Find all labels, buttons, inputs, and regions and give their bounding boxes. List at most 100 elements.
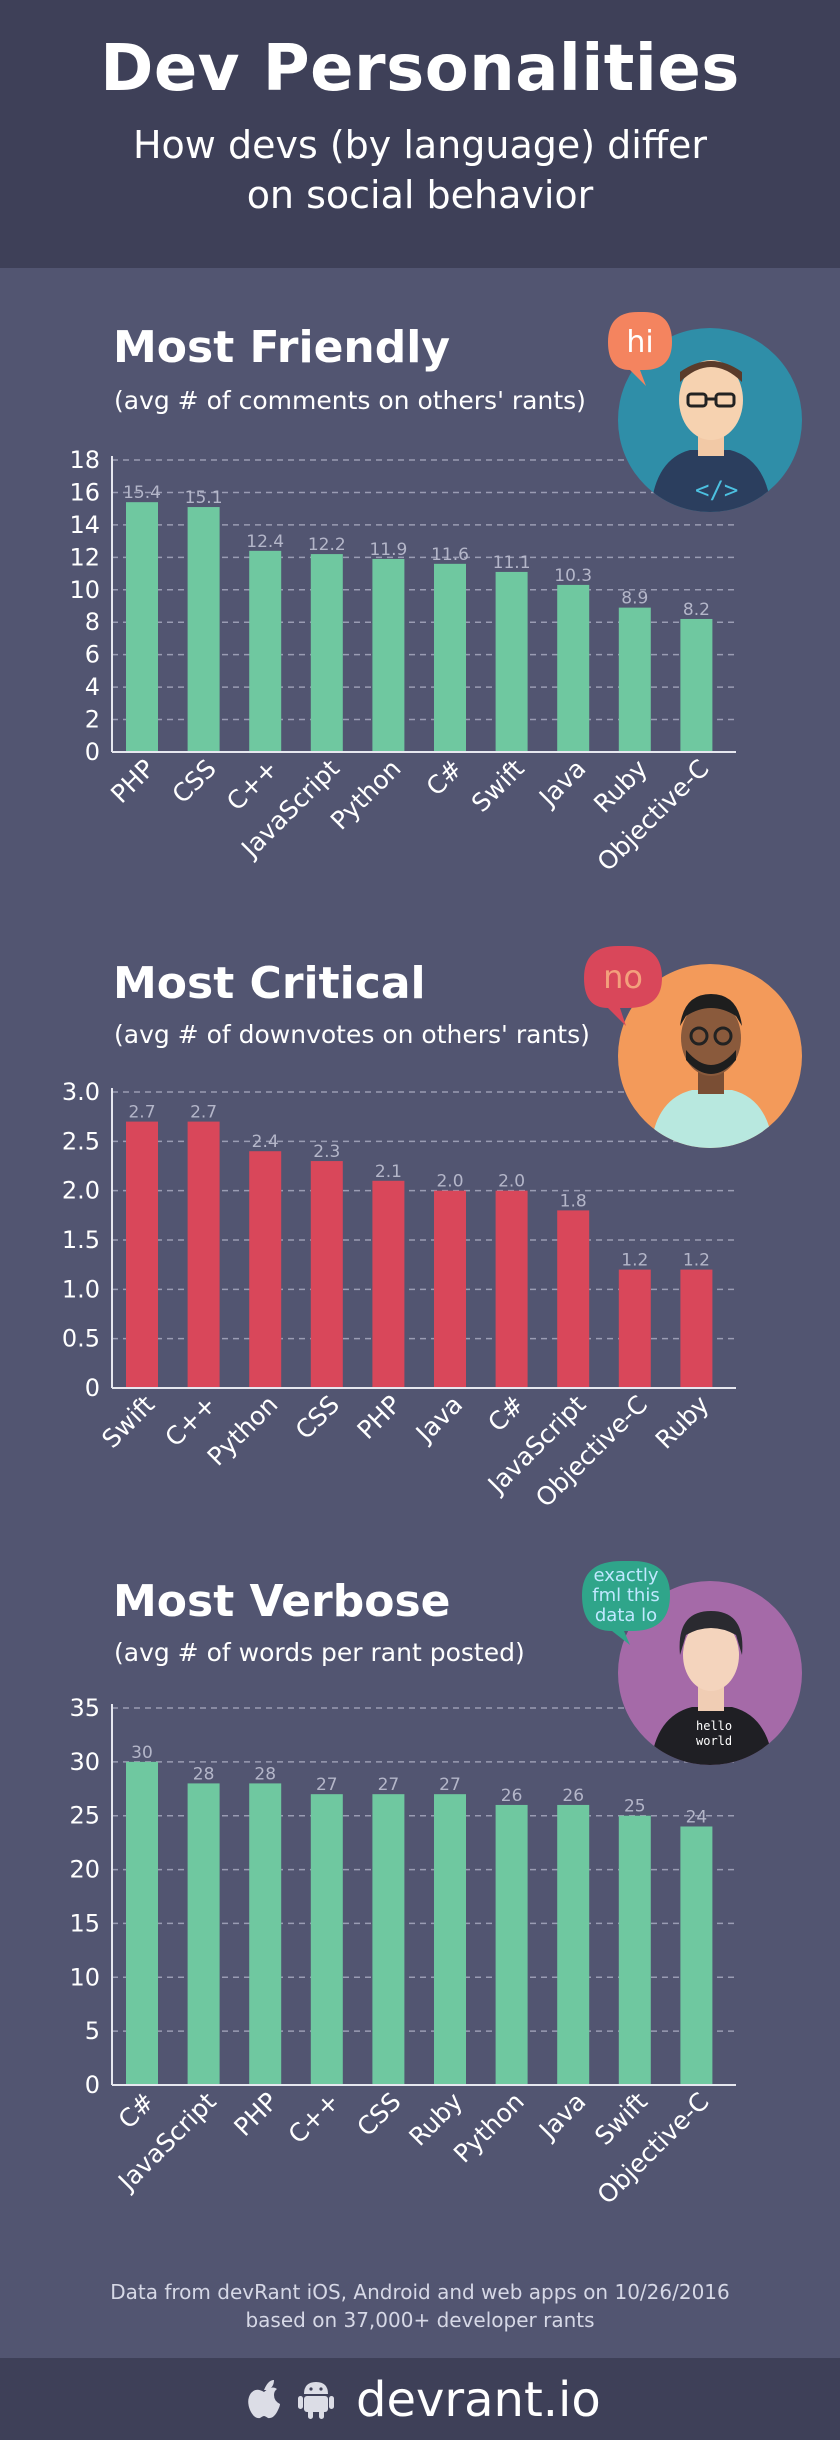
footer: devrant.io <box>0 2358 840 2440</box>
bar <box>434 563 466 752</box>
y-tick-label: 2.5 <box>62 1127 100 1155</box>
value-label: 27 <box>378 1775 400 1795</box>
data-source-line-2: based on 37,000+ developer rants <box>245 2308 595 2332</box>
apple-icon <box>248 2380 280 2419</box>
bar <box>187 507 220 752</box>
category-label: C++ <box>283 2087 345 2149</box>
speech-bubble-exactly: exactly fml this data lo <box>582 1561 670 1645</box>
page-title: Dev Personalities <box>100 32 740 106</box>
bar <box>372 558 405 752</box>
value-label: 28 <box>193 1764 215 1784</box>
value-label: 2.0 <box>498 1172 525 1192</box>
value-label: 2.7 <box>128 1103 155 1123</box>
speech-text-line-3: data lo <box>595 1605 657 1626</box>
value-label: 2.3 <box>313 1142 340 1162</box>
category-label: Python <box>202 1390 284 1472</box>
value-label: 11.9 <box>369 540 407 560</box>
bar <box>310 1794 343 2085</box>
bar <box>249 1151 282 1388</box>
category-label: Python <box>325 754 407 836</box>
svg-text:</>: </> <box>695 476 738 504</box>
subtitle-line-2: on social behavior <box>246 173 594 217</box>
bar <box>618 1269 651 1388</box>
critical-dev-avatar: no <box>584 946 802 1148</box>
y-tick-label: 35 <box>69 1694 100 1722</box>
value-label: 15.4 <box>123 483 161 503</box>
y-tick-label: 1.0 <box>62 1275 100 1303</box>
value-label: 11.1 <box>493 553 531 573</box>
speech-text-no: no <box>603 958 643 996</box>
value-label: 24 <box>686 1807 708 1827</box>
y-tick-label: 4 <box>85 673 100 701</box>
bar <box>126 502 158 752</box>
section-subtitle-verbose: (avg # of words per rant posted) <box>114 1638 525 1667</box>
bar <box>434 1794 466 2085</box>
bar <box>434 1190 466 1388</box>
y-tick-label: 25 <box>69 1802 100 1830</box>
value-label: 11.6 <box>431 545 469 565</box>
bar <box>495 1804 528 2085</box>
y-tick-label: 0 <box>85 2071 100 2099</box>
y-tick-label: 6 <box>85 641 100 669</box>
section-title-friendly: Most Friendly <box>113 322 451 373</box>
bar <box>557 1804 590 2085</box>
speech-bubble-no: no <box>584 946 662 1026</box>
data-source-note: Data from devRant iOS, Android and web a… <box>0 2278 840 2334</box>
category-label: CSS <box>167 754 222 809</box>
data-source-line-1: Data from devRant iOS, Android and web a… <box>110 2280 730 2304</box>
bar <box>310 554 343 752</box>
bar <box>187 1121 220 1388</box>
section-title-critical: Most Critical <box>113 958 426 1009</box>
value-label: 2.4 <box>252 1132 279 1152</box>
y-tick-label: 2 <box>85 706 100 734</box>
value-label: 8.9 <box>621 589 648 609</box>
y-tick-label: 0.5 <box>62 1325 100 1353</box>
value-label: 12.4 <box>246 532 284 552</box>
bar <box>495 571 528 752</box>
value-label: 28 <box>254 1764 276 1784</box>
value-label: 15.1 <box>185 488 223 508</box>
chart-friendly: 02468101214161815.4PHP15.1CSS12.4C++12.2… <box>69 446 736 877</box>
value-label: 30 <box>131 1743 153 1763</box>
shirt-text-line-2: world <box>696 1734 732 1748</box>
category-label: C# <box>482 1390 530 1438</box>
bar <box>372 1794 405 2085</box>
bar <box>557 1210 590 1388</box>
y-tick-label: 30 <box>69 1748 100 1776</box>
y-tick-label: 15 <box>69 1909 100 1937</box>
category-label: CSS <box>351 2087 406 2142</box>
value-label: 10.3 <box>554 566 592 586</box>
header: Dev Personalities How devs (by language)… <box>0 0 840 268</box>
bar <box>126 1761 158 2085</box>
shirt-text-line-1: hello <box>696 1719 732 1733</box>
value-label: 1.2 <box>621 1251 648 1271</box>
value-label: 2.7 <box>190 1103 217 1123</box>
bar <box>249 550 282 752</box>
category-label: Python <box>448 2087 530 2169</box>
section-subtitle-critical: (avg # of downvotes on others' rants) <box>114 1020 590 1049</box>
y-tick-label: 0 <box>85 738 100 766</box>
value-label: 1.2 <box>683 1251 710 1271</box>
bar <box>372 1180 405 1388</box>
category-label: Java <box>532 2087 591 2146</box>
bar <box>187 1783 220 2085</box>
category-label: Java <box>409 1390 468 1449</box>
y-tick-label: 10 <box>69 1963 100 1991</box>
value-label: 8.2 <box>683 600 710 620</box>
bar <box>126 1121 158 1388</box>
category-label: CSS <box>290 1390 345 1445</box>
y-tick-label: 12 <box>69 543 100 571</box>
brand-name[interactable]: devrant.io <box>356 2372 601 2428</box>
y-tick-label: 8 <box>85 608 100 636</box>
speech-text-line-2: fml this <box>592 1585 659 1606</box>
speech-bubble-hi: hi <box>608 312 672 386</box>
bar <box>680 1269 713 1388</box>
page-subtitle: How devs (by language) differ on social … <box>0 120 840 220</box>
category-label: PHP <box>228 2087 283 2142</box>
value-label: 27 <box>439 1775 461 1795</box>
bar <box>495 1190 528 1388</box>
y-tick-label: 18 <box>69 446 100 474</box>
value-label: 1.8 <box>560 1191 587 1211</box>
category-label: C# <box>113 2087 161 2135</box>
value-label: 25 <box>624 1797 646 1817</box>
